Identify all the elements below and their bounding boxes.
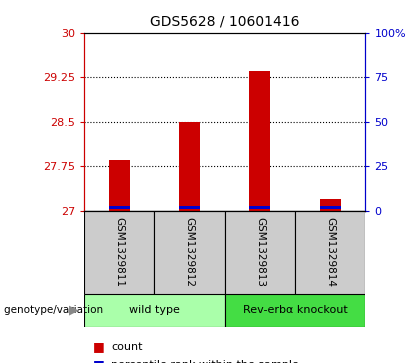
Text: GSM1329811: GSM1329811 (114, 217, 124, 287)
Bar (155, 211, 225, 294)
Bar (249, 206, 270, 209)
Bar (109, 206, 130, 209)
Bar (249, 71, 270, 211)
Bar (320, 199, 341, 211)
Bar (179, 206, 200, 209)
Title: GDS5628 / 10601416: GDS5628 / 10601416 (150, 15, 299, 29)
Bar (109, 160, 130, 211)
Text: ■: ■ (92, 340, 104, 353)
Text: wild type: wild type (129, 305, 180, 315)
Text: GSM1329814: GSM1329814 (325, 217, 335, 287)
Bar (84, 294, 225, 327)
Bar (225, 294, 365, 327)
Text: count: count (111, 342, 143, 352)
Text: GSM1329813: GSM1329813 (255, 217, 265, 287)
Text: GSM1329812: GSM1329812 (184, 217, 194, 287)
Bar (320, 206, 341, 209)
Bar (84, 211, 155, 294)
Text: ▶: ▶ (69, 304, 78, 317)
Bar (295, 211, 365, 294)
Text: ■: ■ (92, 358, 104, 363)
Bar (179, 122, 200, 211)
Bar (225, 211, 295, 294)
Text: percentile rank within the sample: percentile rank within the sample (111, 360, 299, 363)
Text: Rev-erbα knockout: Rev-erbα knockout (243, 305, 347, 315)
Text: genotype/variation: genotype/variation (4, 305, 107, 315)
